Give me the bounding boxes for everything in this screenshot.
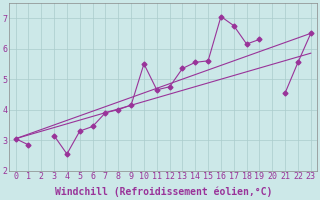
X-axis label: Windchill (Refroidissement éolien,°C): Windchill (Refroidissement éolien,°C) bbox=[54, 187, 272, 197]
